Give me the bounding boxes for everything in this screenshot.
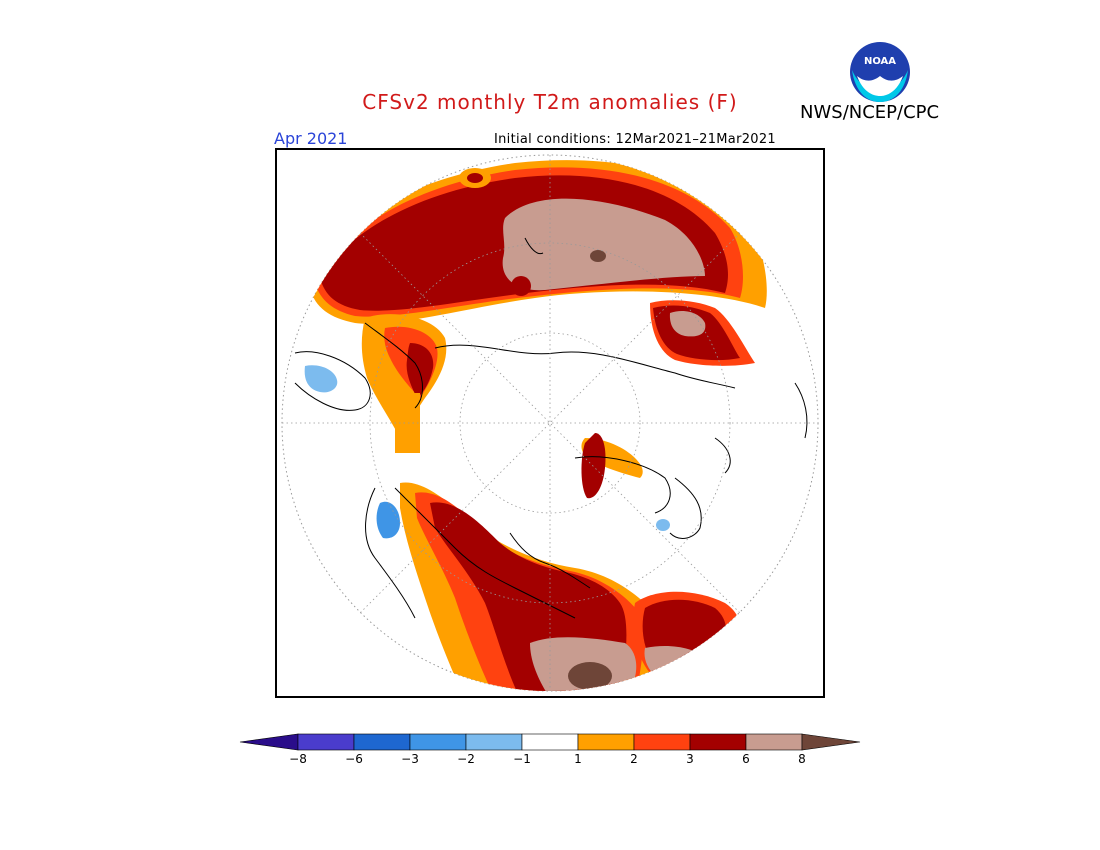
initial-conditions: Initial conditions: 12Mar2021–21Mar2021: [494, 132, 777, 147]
colorbar-tick-label: −8: [289, 752, 307, 766]
colorbar-tick-label: −2: [457, 752, 475, 766]
colorbar-swatch: [689, 733, 747, 751]
graticule: [282, 155, 818, 691]
anomaly-warm5-north-america: [568, 662, 612, 690]
colorbar-tick-label: −6: [345, 752, 363, 766]
colorbar-right-arrow: [801, 733, 861, 751]
colorbar-tick-label: 6: [742, 752, 750, 766]
colorbar-left-arrow: [239, 733, 299, 751]
colorbar: [239, 733, 861, 751]
colorbar-swatch: [577, 733, 635, 751]
svg-text:NOAA: NOAA: [864, 56, 896, 67]
colorbar-swatch: [633, 733, 691, 751]
colorbar-tick-label: 3: [686, 752, 694, 766]
coastlines: [294, 237, 808, 619]
forecast-month: Apr 2021: [274, 129, 348, 148]
anomaly-fields: [304, 160, 767, 691]
anomaly-cool2-north-america: [376, 501, 400, 539]
anomaly-warm4-eurasia: [502, 198, 705, 291]
anomaly-map: [275, 148, 825, 698]
colorbar-tick-label: −1: [513, 752, 531, 766]
anomaly-cool1-europe: [304, 365, 338, 393]
colorbar-tick-label: −3: [401, 752, 419, 766]
colorbar-tick-label: 1: [574, 752, 582, 766]
noaa-logo: NOAA: [850, 42, 910, 102]
colorbar-swatch: [353, 733, 411, 751]
agency-label: NWS/NCEP/CPC: [800, 102, 940, 123]
colorbar-tick-label: 2: [630, 752, 638, 766]
colorbar-swatch: [745, 733, 803, 751]
colorbar-swatch: [297, 733, 355, 751]
map-border: [275, 148, 825, 698]
colorbar-tick-label: 8: [798, 752, 806, 766]
anomaly-warm5-eurasia: [590, 250, 606, 262]
colorbar-swatch: [409, 733, 467, 751]
colorbar-swatch: [465, 733, 523, 751]
colorbar-swatch: [521, 733, 579, 751]
map-title: CFSv2 monthly T2m anomalies (F): [362, 90, 738, 114]
